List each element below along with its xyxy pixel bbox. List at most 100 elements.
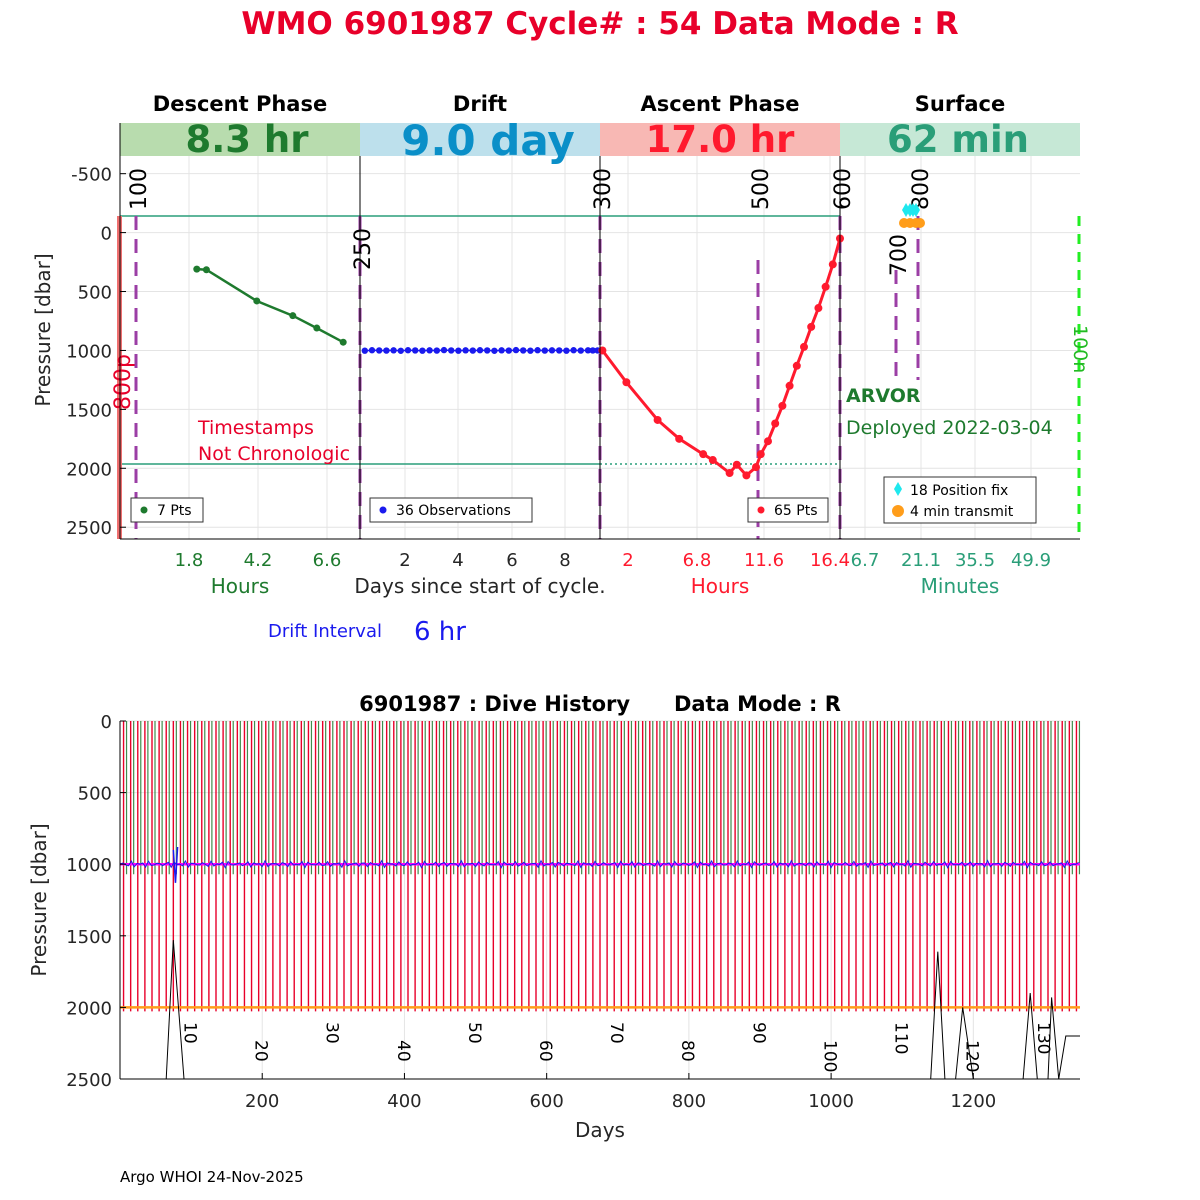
marker-label-600: 600 xyxy=(831,168,856,210)
ascent-series-point xyxy=(732,460,741,469)
drift-tick-label: 6 xyxy=(506,550,517,571)
float-model: ARVOR xyxy=(846,385,921,407)
cycle-labels: 10 20 30 40 50 60 70 80 90 100 110 120 130 xyxy=(179,1022,1052,1072)
level-lines xyxy=(119,846,1080,1009)
top-y-tick-label: 1500 xyxy=(66,400,112,421)
drift-series-point xyxy=(541,347,548,354)
drift-series-point xyxy=(484,347,491,354)
bottom-trace xyxy=(165,940,1080,1080)
ascent-series-point xyxy=(742,471,751,480)
bottom-y-tick-label: 2500 xyxy=(66,1070,112,1091)
drift-series-point xyxy=(455,347,462,354)
figure-title: WMO 6901987 Cycle# : 54 Data Mode : R xyxy=(241,6,958,42)
drift-series-point xyxy=(426,347,433,354)
drift-series-point xyxy=(404,347,412,354)
marker-label-800: 800 xyxy=(909,168,934,210)
drift-tick-label: 4 xyxy=(452,550,463,571)
drift-series-point xyxy=(390,347,397,354)
timestamps-note-line1: Timestamps xyxy=(197,417,314,439)
ascent-series-point xyxy=(725,469,734,478)
drift-series-point xyxy=(548,347,556,354)
top-y-tick-label: 0 xyxy=(101,224,112,245)
drift-series-point xyxy=(368,347,376,354)
legend-position-fix-marker xyxy=(894,482,902,496)
duration-descent: 8.3 hr xyxy=(185,118,309,161)
ascent-tick-label: 16.4 xyxy=(810,550,850,571)
surface-tick-label: 49.9 xyxy=(1011,550,1051,571)
descent-series-point xyxy=(313,324,321,332)
duration-surface: 62 min xyxy=(887,118,1029,161)
legend-ascent-marker xyxy=(757,506,765,514)
legend-drift-marker xyxy=(379,506,387,514)
ascent-tick-label: 2 xyxy=(622,550,633,571)
ascent-series-point xyxy=(752,463,760,472)
drift-series-point xyxy=(433,347,440,354)
legend-drift xyxy=(369,497,533,523)
dive-history-chart: 6901987 : Dive History Data Mode : R 10 2… xyxy=(27,692,1081,1142)
descent-tick-label: 6.6 xyxy=(313,550,342,571)
top-y-axis-label: Pressure [dbar] xyxy=(31,253,55,406)
drift-series-point xyxy=(527,347,534,354)
legend-drift-label: 36 Observations xyxy=(396,503,511,519)
surface-x-ticks: 6.7 21.1 35.5 49.9 xyxy=(851,550,1051,571)
ascent-series xyxy=(598,234,844,480)
bottom-y-tick-label: 500 xyxy=(78,784,112,805)
phase-title-ascent: Ascent Phase xyxy=(641,92,800,116)
descent-tick-label: 1.8 xyxy=(175,550,204,571)
transmit-point xyxy=(915,218,925,228)
drift-tick-label: 8 xyxy=(559,550,570,571)
top-y-tick-label: 2500 xyxy=(66,518,112,539)
drift-interval-label: Drift Interval xyxy=(268,621,382,642)
cycle-number-label: 90 xyxy=(748,1022,768,1044)
bottom-x-tick-label: 400 xyxy=(387,1091,421,1112)
cycle-number-label: 50 xyxy=(464,1022,484,1044)
ascent-series-point xyxy=(708,456,717,465)
legend-surface xyxy=(883,476,1037,524)
ascent-series-point xyxy=(675,434,684,443)
drift-series-point xyxy=(520,347,527,354)
marker-label-700: 700 xyxy=(887,234,912,276)
ascent-series-point xyxy=(699,450,708,459)
drift-tick-label: 2 xyxy=(399,550,410,571)
ascent-x-ticks: 2 6.8 11.6 16.4 xyxy=(622,550,850,571)
surface-x-label: Minutes xyxy=(921,574,1000,598)
descent-series-line xyxy=(196,267,344,344)
cycle-number-label: 40 xyxy=(393,1040,413,1062)
cycle-number-label: 70 xyxy=(606,1022,626,1044)
ascent-series-point xyxy=(778,401,787,410)
cycle-number-label: 130 xyxy=(1033,1022,1053,1054)
bottom-x-tick-label: 800 xyxy=(672,1091,706,1112)
drift-series-point xyxy=(505,347,512,354)
drift-series xyxy=(361,346,601,354)
cycle-number-label: 10 xyxy=(179,1022,199,1044)
drift-series-line xyxy=(364,349,598,352)
drift-series-point xyxy=(397,347,404,354)
bottom-x-tick-label: 200 xyxy=(245,1091,279,1112)
surface-series xyxy=(899,203,925,228)
ascent-series-point xyxy=(807,322,816,331)
drift-series-point xyxy=(512,346,520,354)
profile-spikes xyxy=(122,721,1081,1012)
deployed-date: Deployed 2022-03-04 xyxy=(846,417,1053,439)
marker-label-100: 100 xyxy=(127,168,152,210)
bottom-axes: 0 500 1000 1500 2000 2500 200 400 600 800 1000 1200 xyxy=(66,712,1080,1112)
top-y-tick-label: 500 xyxy=(78,283,112,304)
marker-label-500: 500 xyxy=(749,168,774,210)
legend-position-fix-label: 18 Position fix xyxy=(910,483,1008,499)
duration-banner-drift xyxy=(360,123,600,156)
descent-series-point xyxy=(339,338,347,346)
duration-drift: 9.0 day xyxy=(401,116,575,165)
top-y-ticks: -500 0 500 1000 1500 2000 2500 xyxy=(66,165,126,539)
ascent-series-point xyxy=(828,260,837,269)
descent-x-ticks: 1.8 4.2 6.6 xyxy=(175,550,342,571)
ascent-series-point xyxy=(800,342,808,351)
drift-series-point xyxy=(419,347,426,354)
ascent-series-point xyxy=(764,437,772,446)
bottom-y-tick-label: 0 xyxy=(101,712,112,733)
ascent-tick-label: 6.8 xyxy=(683,550,712,571)
cycle-number-label: 120 xyxy=(962,1040,982,1072)
top-y-tick-label: 1000 xyxy=(66,341,112,362)
descent-series-point xyxy=(289,312,297,320)
drift-series-point xyxy=(440,346,448,354)
